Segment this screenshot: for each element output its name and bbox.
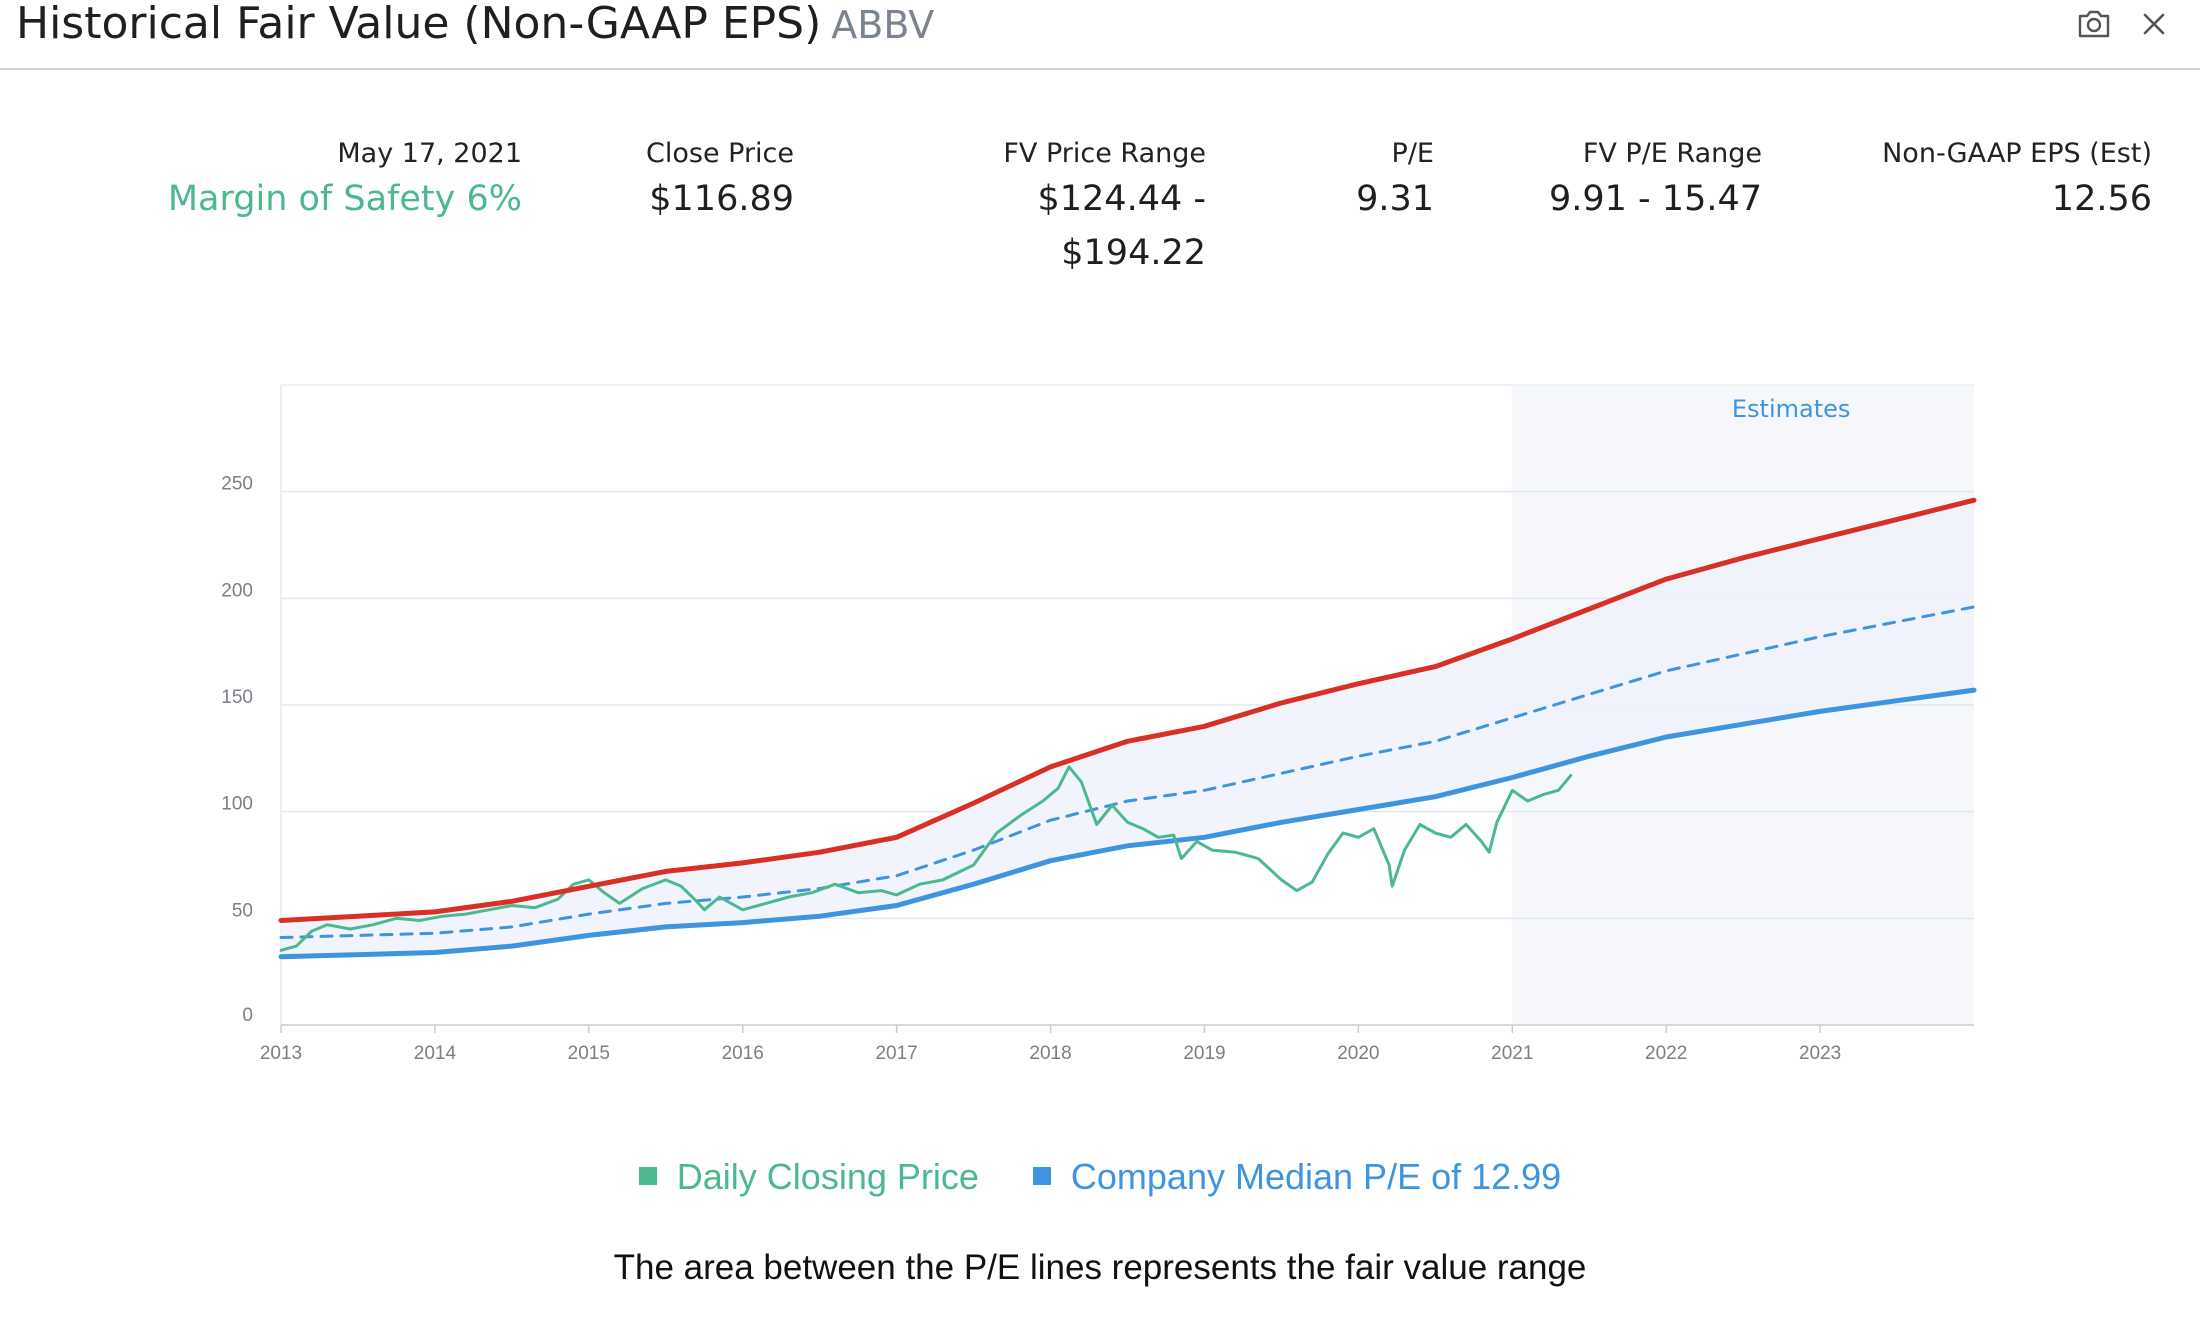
y-tick-label-250: 250 (221, 474, 253, 495)
date-label: May 17, 2021 (337, 138, 522, 169)
x-tick-label-2022: 2022 (1645, 1043, 1687, 1064)
legend-swatch-green (638, 1167, 657, 1185)
legend-swatch-blue (1032, 1167, 1051, 1185)
close-price-value: $116.89 (649, 179, 794, 219)
eps-value: 12.56 (2051, 179, 2152, 219)
ticker-symbol: ABBV (831, 3, 935, 47)
pe-value: 9.31 (1356, 179, 1434, 219)
legend-company-median-pe[interactable]: Company Median P/E of 12.99 (1032, 1156, 1562, 1198)
y-tick-label-200: 200 (221, 580, 253, 601)
fair-value-chart: Estimates 0 50 100 150 200 250 2013 2014 2015 2016… (221, 384, 1977, 1064)
x-tick-label-2016: 2016 (722, 1043, 764, 1064)
modal-header: Historical Fair Value (Non-GAAP EPS) ABBV (0, 0, 2200, 70)
daily-closing-price-line (279, 765, 1573, 952)
x-tick-label-2021: 2021 (1491, 1043, 1533, 1064)
stat-fv-pe-range: FV P/E Range 9.91 - 15.47 (1549, 136, 1762, 226)
x-tick-label-2017: 2017 (875, 1043, 917, 1064)
stat-fv-price-range: FV Price Range $124.44 - $194.22 (1003, 136, 1206, 280)
chart-legend: Daily Closing Price Company Median P/E o… (0, 1156, 2200, 1198)
x-tick-label-2015: 2015 (568, 1043, 610, 1064)
eps-label: Non-GAAP EPS (Est) (1882, 138, 2152, 169)
legend-daily-closing-price[interactable]: Daily Closing Price (638, 1156, 979, 1198)
x-tick-label-2023: 2023 (1799, 1043, 1841, 1064)
pe-label: P/E (1391, 138, 1434, 169)
x-tick-label-2013: 2013 (260, 1043, 302, 1064)
fv-price-range-line1: $124.44 - (1037, 179, 1207, 219)
x-tick-label-2020: 2020 (1337, 1043, 1379, 1064)
close-price-label: Close Price (646, 138, 794, 169)
median-pe-line (279, 605, 1976, 939)
title-text: Historical Fair Value (Non-GAAP EPS) (16, 0, 822, 49)
stat-pe: P/E 9.31 (1356, 136, 1434, 226)
footnote: The area between the P/E lines represent… (613, 1248, 1587, 1287)
chart-title: Historical Fair Value (Non-GAAP EPS) ABBV (16, 0, 934, 49)
margin-of-safety: Margin of Safety 6% (167, 179, 522, 219)
y-tick-label-50: 50 (232, 900, 253, 921)
upper-pe-line (278, 497, 1977, 923)
lower-pe-line (278, 687, 1977, 960)
close-icon[interactable] (2134, 4, 2174, 44)
estimates-label: Estimates (1732, 395, 1851, 423)
fv-price-range-line2: $194.22 (1061, 233, 1206, 273)
y-tick-label-0: 0 (242, 1005, 253, 1026)
camera-icon[interactable] (2074, 4, 2114, 44)
x-tick-label-2019: 2019 (1183, 1043, 1225, 1064)
x-tick-label-2014: 2014 (414, 1043, 457, 1064)
legend-label-median-pe: Company Median P/E of 12.99 (1070, 1156, 1562, 1197)
legend-label-price: Daily Closing Price (676, 1156, 979, 1197)
y-tick-label-100: 100 (221, 794, 253, 815)
y-tick-label-150: 150 (221, 687, 253, 708)
stat-close-price: Close Price $116.89 (646, 136, 794, 226)
x-tick-label-2018: 2018 (1029, 1043, 1071, 1064)
fv-pe-range-label: FV P/E Range (1582, 138, 1762, 169)
stat-eps: Non-GAAP EPS (Est) 12.56 (1882, 136, 2152, 226)
fv-price-range-label: FV Price Range (1003, 138, 1206, 169)
stat-date-group: May 17, 2021 Margin of Safety 6% (168, 136, 522, 226)
fv-pe-range-value: 9.91 - 15.47 (1548, 179, 1762, 219)
